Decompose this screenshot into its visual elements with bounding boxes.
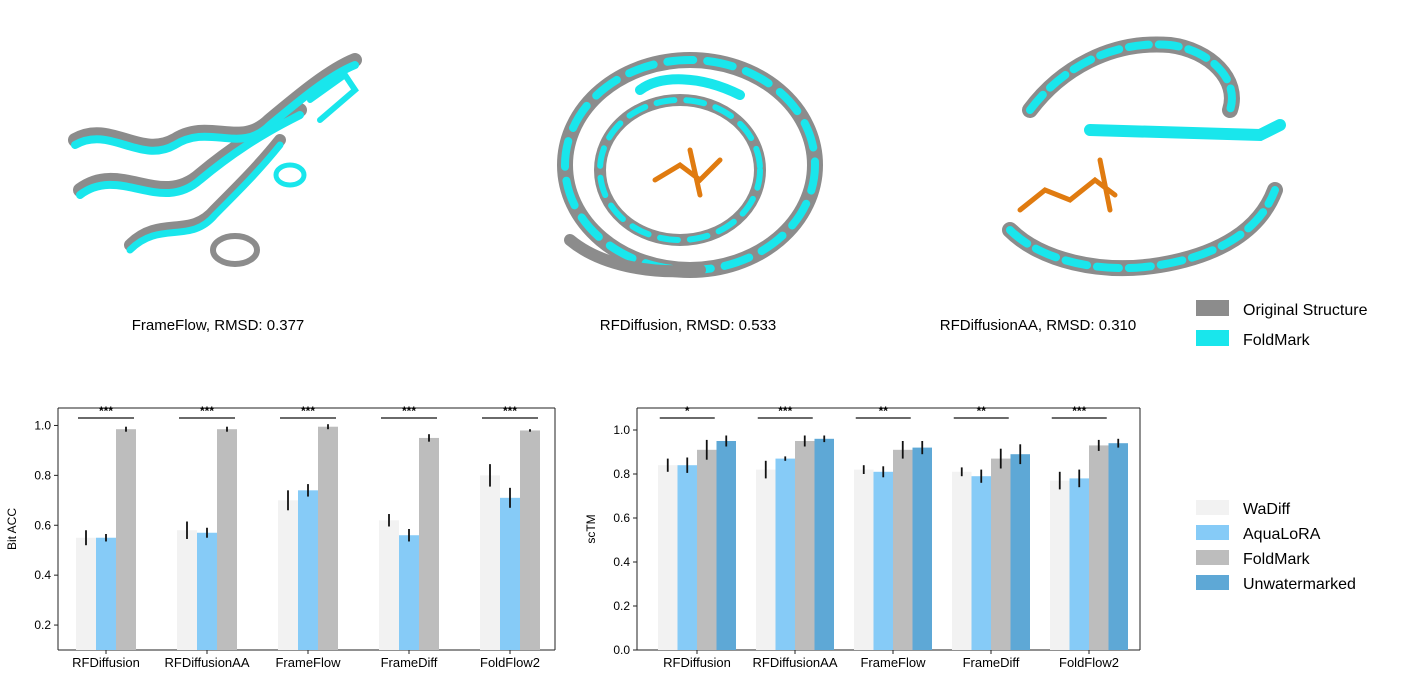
significance-label: * — [685, 404, 690, 418]
x-tick-label: FoldFlow2 — [1059, 655, 1119, 670]
y-tick-label: 0.8 — [613, 467, 630, 481]
y-tick-label: 1.0 — [613, 423, 630, 437]
legend-swatch — [1196, 500, 1229, 515]
legend-label: FoldMark — [1243, 551, 1311, 568]
bar — [677, 465, 697, 650]
x-tick-label: RFDiffusion — [72, 655, 140, 670]
structure-panel-rfdiffusionaa: RFDiffusionAA, RMSD: 0.310 — [940, 36, 1286, 334]
structure-legend: Original Structure FoldMark — [1196, 300, 1368, 349]
significance-label: ** — [977, 404, 987, 418]
y-axis-label: Bit ACC — [5, 508, 19, 550]
bar — [318, 426, 338, 650]
structure-legend-item-foldmark: FoldMark — [1196, 330, 1311, 349]
bar — [480, 475, 500, 650]
bar — [116, 429, 136, 650]
bar — [1108, 443, 1128, 650]
x-tick-label: FrameDiff — [381, 655, 438, 670]
significance-label: *** — [99, 404, 113, 418]
significance-label: *** — [778, 404, 792, 418]
bar-chart-bit-acc: 0.2 0.4 0.6 0.8 1.0 Bit ACC RFDiffusion *** RFDi… — [5, 404, 556, 670]
bar — [854, 469, 874, 650]
protein-structure-image — [1002, 36, 1286, 277]
significance-label: *** — [1072, 404, 1086, 418]
y-tick-label: 0.4 — [613, 555, 630, 569]
bar — [1050, 480, 1070, 650]
bar — [658, 465, 678, 650]
bar — [96, 537, 116, 650]
bar — [716, 441, 736, 650]
legend-swatch — [1196, 550, 1229, 565]
bar-legend: WaDiff AquaLoRA FoldMark Unwatermarked — [1196, 500, 1356, 593]
y-tick-label: 0.6 — [613, 511, 630, 525]
bar — [873, 471, 893, 650]
x-tick-label: RFDiffusionAA — [164, 655, 249, 670]
y-tick-label: 0.2 — [613, 599, 630, 613]
protein-structure-image — [68, 53, 362, 267]
structure-legend-item-original: Original Structure — [1196, 300, 1368, 319]
y-tick-label: 0.8 — [34, 468, 51, 482]
bar — [814, 438, 834, 650]
protein-structure-image — [557, 52, 823, 278]
y-tick-label: 0.0 — [613, 643, 630, 657]
bar — [775, 458, 795, 650]
bar — [278, 500, 298, 650]
bar — [197, 532, 217, 650]
legend-label: Unwatermarked — [1243, 576, 1356, 593]
bar-chart-sctm: 0.0 0.2 0.4 0.6 0.8 1.0 scTM RFDiffusion * RFDiff… — [584, 404, 1141, 670]
significance-label: *** — [200, 404, 214, 418]
bar — [697, 449, 717, 650]
bar — [520, 430, 540, 650]
legend-swatch — [1196, 525, 1229, 540]
x-tick-label: RFDiffusionAA — [752, 655, 837, 670]
y-tick-label: 1.0 — [34, 418, 51, 432]
bar — [1069, 478, 1089, 650]
legend-label: FoldMark — [1243, 332, 1311, 349]
bar — [991, 458, 1011, 650]
y-tick-label: 0.6 — [34, 518, 51, 532]
significance-label: *** — [503, 404, 517, 418]
bar — [76, 537, 96, 650]
legend-label: Original Structure — [1243, 302, 1368, 319]
significance-label: *** — [402, 404, 416, 418]
legend-swatch — [1196, 330, 1229, 346]
bar — [500, 497, 520, 650]
bar — [795, 441, 815, 650]
bar — [298, 490, 318, 650]
bar — [756, 469, 776, 650]
legend-label: WaDiff — [1243, 501, 1291, 518]
structure-panel-rfdiffusion: RFDiffusion, RMSD: 0.533 — [557, 52, 823, 334]
structure-caption: FrameFlow, RMSD: 0.377 — [132, 317, 305, 334]
y-axis-label: scTM — [584, 514, 598, 543]
y-tick-label: 0.4 — [34, 568, 51, 582]
x-tick-label: FrameFlow — [275, 655, 341, 670]
x-tick-label: FoldFlow2 — [480, 655, 540, 670]
legend-swatch — [1196, 575, 1229, 590]
structure-caption: RFDiffusionAA, RMSD: 0.310 — [940, 317, 1136, 334]
significance-label: ** — [879, 404, 889, 418]
bar — [177, 530, 197, 650]
bar — [893, 449, 913, 650]
legend-swatch — [1196, 300, 1229, 316]
bar — [1089, 445, 1109, 650]
structure-caption: RFDiffusion, RMSD: 0.533 — [600, 317, 776, 334]
y-tick-label: 0.2 — [34, 618, 51, 632]
bar — [379, 520, 399, 650]
x-tick-label: RFDiffusion — [663, 655, 731, 670]
bar — [971, 476, 991, 650]
bar — [1010, 454, 1030, 650]
x-tick-label: FrameDiff — [963, 655, 1020, 670]
bar — [952, 471, 972, 650]
bar — [217, 429, 237, 650]
legend-label: AquaLoRA — [1243, 526, 1321, 543]
structure-panel-frameflow: FrameFlow, RMSD: 0.377 — [68, 53, 362, 334]
bar — [399, 535, 419, 650]
significance-label: *** — [301, 404, 315, 418]
bar — [912, 447, 932, 650]
x-tick-label: FrameFlow — [860, 655, 926, 670]
bar — [419, 437, 439, 650]
